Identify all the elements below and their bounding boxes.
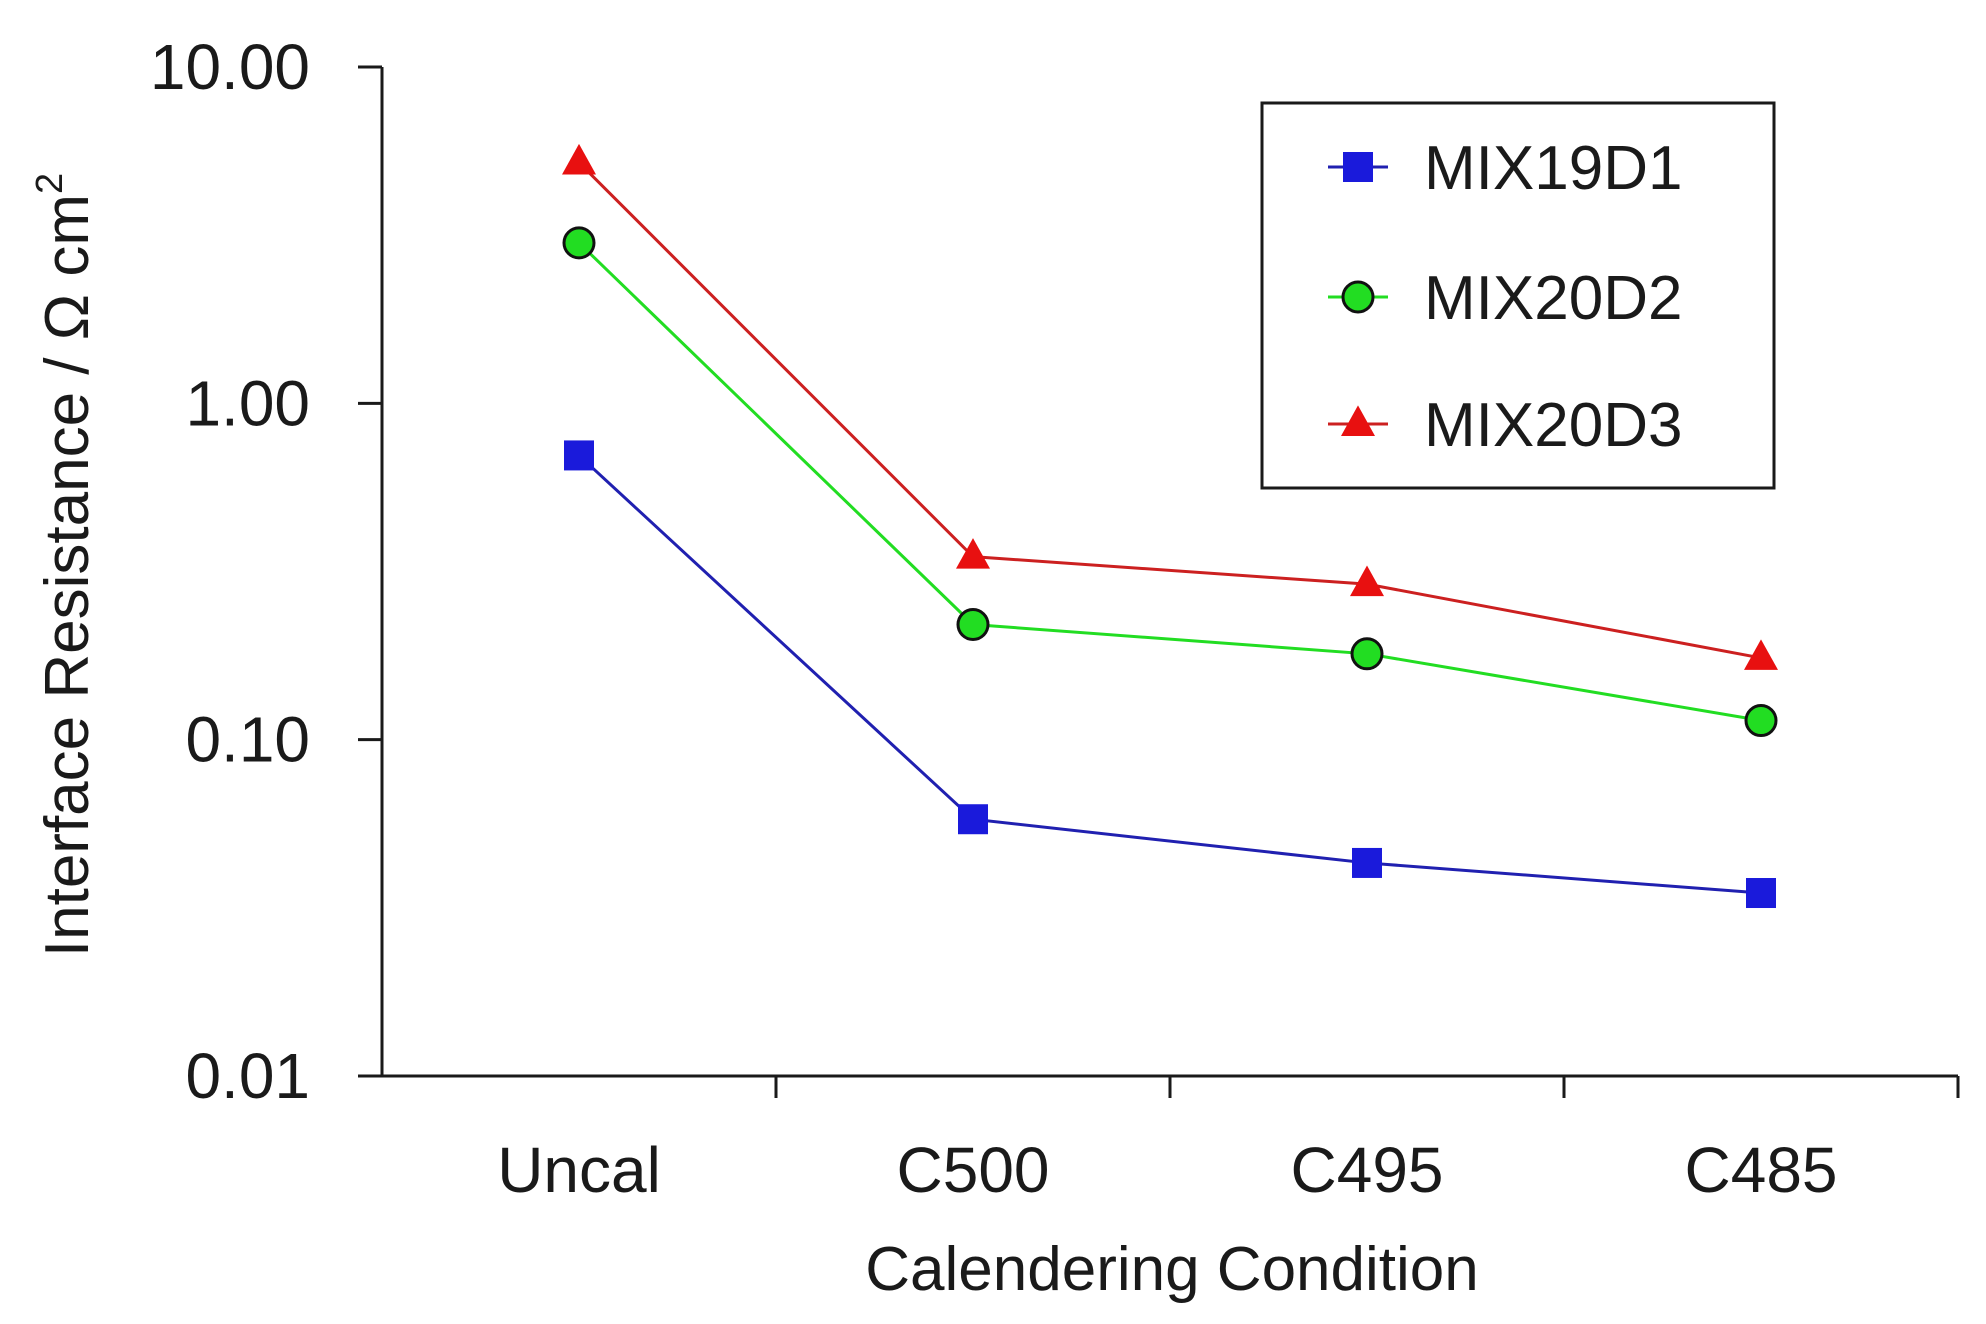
x-ticks: Uncal C500 C495 C485 xyxy=(497,1076,1960,1206)
y-axis-title: Interface Resistance / Ω cm2 xyxy=(29,173,102,957)
series-mix19d1 xyxy=(564,440,1776,909)
series-line-mix20d3 xyxy=(577,161,1762,660)
legend-items: MIX19D1 MIX20D2 MIX20D3 xyxy=(1328,134,1682,460)
legend-marker-triangle xyxy=(1341,405,1375,436)
y-tick-label: 10.00 xyxy=(150,31,310,103)
legend-label: MIX20D2 xyxy=(1424,264,1682,333)
data-point-mix20d3-c485 xyxy=(1744,639,1778,670)
data-point-mix20d3-c500 xyxy=(956,538,990,569)
data-point-mix20d2-c495 xyxy=(1350,637,1384,671)
legend-label: MIX19D1 xyxy=(1424,134,1682,203)
data-point-mix19d1-uncal xyxy=(564,440,594,471)
data-point-mix19d1-c485 xyxy=(1746,878,1776,909)
series-line-mix20d2 xyxy=(577,241,1762,723)
data-point-mix20d3-uncal xyxy=(562,143,596,175)
legend-marker-square xyxy=(1343,152,1373,182)
axes: 10.00 1.00 0.10 0.01 Uncal C500 C495 C485 xyxy=(150,31,1960,1206)
legend-item-mix20d3: MIX20D3 xyxy=(1328,391,1682,460)
data-point-mix19d1-c495 xyxy=(1352,847,1382,878)
series-line-mix19d1 xyxy=(577,454,1762,895)
x-tick-label-uncal: Uncal xyxy=(497,1134,661,1206)
y-axis-title-text: Interface Resistance / Ω cm xyxy=(33,194,102,957)
legend-item-mix20d2: MIX20D2 xyxy=(1328,264,1682,333)
y-axis-title-superscript: 2 xyxy=(29,173,71,194)
legend-item-mix19d1: MIX19D1 xyxy=(1328,134,1682,203)
x-tick-label-c500: C500 xyxy=(897,1134,1050,1206)
data-point-mix20d2-c500 xyxy=(956,607,990,641)
data-point-mix20d2-c485 xyxy=(1744,704,1778,738)
series-layer xyxy=(562,143,1778,909)
x-tick-label-c485: C485 xyxy=(1685,1134,1838,1206)
y-tick-label: 0.10 xyxy=(185,704,310,776)
data-point-mix19d1-c500 xyxy=(958,804,988,835)
data-point-mix20d3-c495 xyxy=(1350,565,1384,597)
series-mix20d3 xyxy=(562,143,1778,670)
legend-marker-circle xyxy=(1341,280,1375,314)
y-tick-label: 0.01 xyxy=(185,1040,310,1112)
data-point-mix20d2-uncal xyxy=(562,226,596,260)
y-ticks: 10.00 1.00 0.10 0.01 xyxy=(150,31,382,1112)
x-axis-title: Calendering Condition xyxy=(865,1235,1479,1304)
legend-label: MIX20D3 xyxy=(1424,391,1682,460)
y-tick-label: 1.00 xyxy=(185,367,310,439)
legend: MIX19D1 MIX20D2 MIX20D3 xyxy=(1260,101,1776,490)
x-tick-label-c495: C495 xyxy=(1291,1134,1444,1206)
series-mix20d2 xyxy=(562,226,1778,738)
